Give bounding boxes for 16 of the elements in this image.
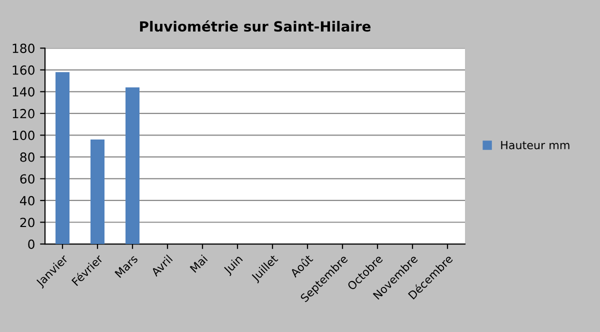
y-tick-label: 0 (28, 239, 34, 249)
bar (126, 87, 140, 244)
y-tick-label: 180 (12, 44, 34, 54)
bar (90, 140, 104, 244)
y-tick-label: 160 (12, 65, 34, 75)
y-tick-label: 100 (12, 130, 34, 140)
y-tick-label: 40 (20, 196, 34, 206)
x-tick-label: Mai (189, 254, 208, 273)
bar (56, 72, 70, 244)
y-tick-label: 20 (20, 218, 34, 228)
chart-title: Pluviométrie sur Saint-Hilaire (140, 20, 371, 32)
y-tick-label: 140 (12, 87, 34, 97)
legend-label: Hauteur mm (501, 141, 570, 150)
y-tick-label: 60 (20, 174, 34, 184)
y-tick-label: 80 (20, 152, 34, 162)
y-tick-label: 120 (12, 108, 34, 118)
